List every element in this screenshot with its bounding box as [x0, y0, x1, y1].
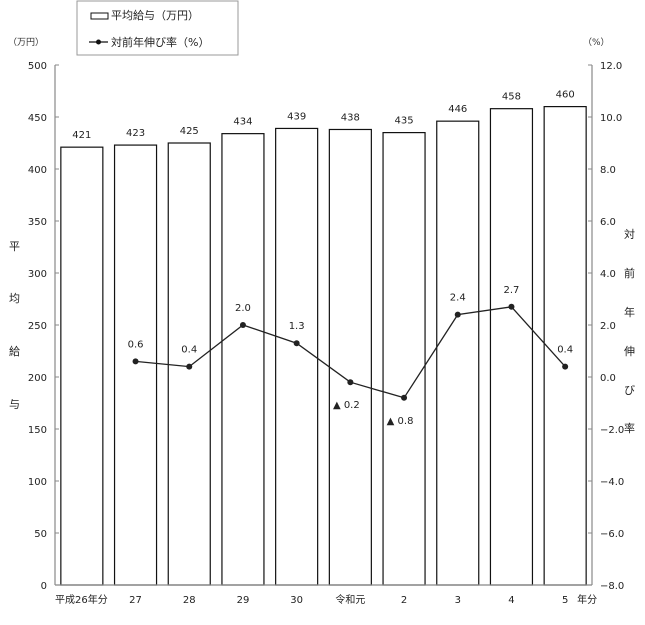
- bar-value-label: 423: [126, 128, 145, 139]
- legend-marker-swatch: [96, 39, 101, 45]
- right-tick-label: 10.0: [600, 113, 622, 124]
- left-axis-title-char: 与: [9, 398, 20, 411]
- left-axis-title-char: 給: [9, 344, 20, 358]
- line-value-label: 0.4: [557, 345, 573, 356]
- right-tick-label: −2.0: [600, 425, 624, 436]
- bar-value-label: 458: [502, 92, 521, 103]
- line-value-label: 1.3: [289, 321, 305, 332]
- x-tick-label: 3: [455, 595, 461, 606]
- left-tick-label: 100: [28, 477, 47, 488]
- x-tick-label: 5: [562, 595, 568, 606]
- bar: [113, 144, 158, 586]
- left-tick-label: 300: [28, 269, 47, 280]
- x-tick-label: 28: [183, 595, 196, 606]
- line-marker: [239, 322, 246, 328]
- bar-value-label: 438: [341, 112, 360, 123]
- bar-value-label: 421: [72, 130, 91, 141]
- left-axis-title-char: 均: [9, 292, 20, 305]
- right-axis-title-char: 伸: [624, 345, 635, 358]
- x-tick-label: 30: [290, 595, 303, 606]
- left-tick-label: 200: [28, 373, 47, 384]
- line-series: 0.6 0.4 2.0 1.3 ▲ 0.2 ▲ 0.8 2.4 2.7 0.4: [128, 285, 574, 427]
- line-marker: [562, 363, 569, 370]
- left-axis: 0 50 100 150 200 250 300 350 400 450 500 （万円） 平均給与: [8, 37, 59, 592]
- x-tick-label: 2: [401, 595, 407, 606]
- right-axis-title-char: 率: [624, 421, 635, 435]
- right-tick-label: 6.0: [600, 217, 616, 228]
- left-tick-label: 450: [28, 113, 47, 124]
- legend: 平均給与（万円） 対前年伸び率（%）: [76, 0, 239, 56]
- right-axis: −8.0 −6.0 −4.0 −2.0 0.0 2.0 4.0 6.0 8.0 10.0 12.0 （…: [583, 37, 635, 592]
- right-axis-title-char: 対: [624, 227, 635, 241]
- bar: [328, 128, 372, 586]
- x-tick-label: 令和元: [335, 593, 365, 606]
- left-axis-unit: （万円）: [8, 37, 44, 48]
- x-tick-label: 4: [508, 595, 514, 606]
- bar: [275, 127, 319, 586]
- line-value-label: 2.4: [450, 293, 466, 304]
- right-tick-label: −8.0: [600, 581, 624, 592]
- bar: [436, 120, 480, 586]
- bar-series: 421 423 425 434 439 438 435 446 458 460: [60, 90, 587, 586]
- left-tick-label: 250: [28, 321, 47, 332]
- x-tick-label: 平成26年分: [55, 593, 108, 606]
- right-tick-label: 0.0: [600, 373, 616, 384]
- line-marker: [401, 394, 408, 401]
- bar-value-label: 439: [287, 111, 306, 122]
- bar: [382, 132, 426, 586]
- left-tick-label: 350: [28, 217, 47, 228]
- bar: [60, 146, 104, 586]
- line-marker: [454, 311, 461, 318]
- bar: [221, 133, 265, 586]
- line-value-label: ▲ 0.8: [387, 416, 414, 427]
- right-axis-unit: （%）: [583, 37, 610, 48]
- line-value-label: 0.4: [181, 345, 197, 356]
- bar-value-label: 460: [556, 90, 575, 101]
- right-tick-label: 12.0: [600, 61, 622, 72]
- bar: [489, 108, 534, 586]
- x-tick-label: 29: [237, 595, 250, 606]
- right-tick-label: 4.0: [600, 269, 616, 280]
- bar-value-label: 435: [395, 116, 414, 127]
- line-marker: [132, 358, 139, 365]
- right-tick-label: 2.0: [600, 321, 616, 332]
- line-value-label: 0.6: [128, 339, 144, 350]
- x-tick-label: 27: [129, 595, 142, 606]
- bar-value-label: 425: [180, 126, 199, 137]
- left-tick-label: 50: [34, 529, 47, 540]
- legend-box: [76, 0, 239, 56]
- x-axis: 平成26年分 27 28 29 30 令和元 2 3 4 5 年分: [55, 584, 597, 606]
- line-marker: [347, 379, 354, 386]
- line-value-label: ▲ 0.2: [333, 400, 360, 411]
- right-tick-label: 8.0: [600, 165, 616, 176]
- right-axis-title-char: び: [624, 384, 635, 397]
- left-tick-label: 150: [28, 425, 47, 436]
- line-value-label: 2.0: [235, 303, 251, 314]
- left-tick-label: 400: [28, 165, 47, 176]
- left-tick-label: 500: [28, 61, 47, 72]
- right-tick-label: −4.0: [600, 477, 624, 488]
- right-axis-title-char: 前: [624, 266, 635, 280]
- right-tick-label: −6.0: [600, 529, 624, 540]
- bar-value-label: 446: [448, 104, 467, 115]
- line-value-label: 2.7: [503, 285, 519, 296]
- legend-bar-swatch: [90, 12, 109, 20]
- right-axis-title-char: 年: [624, 305, 635, 319]
- line-marker: [186, 363, 193, 370]
- legend-label: 平均給与（万円）: [111, 8, 199, 22]
- x-suffix-label: 年分: [577, 593, 597, 606]
- line-marker: [508, 303, 515, 310]
- line-marker: [293, 340, 300, 347]
- left-axis-title-char: 平: [9, 240, 20, 253]
- bar-value-label: 434: [233, 117, 252, 128]
- legend-label: 対前年伸び率（%）: [111, 35, 209, 49]
- left-tick-label: 0: [41, 581, 47, 592]
